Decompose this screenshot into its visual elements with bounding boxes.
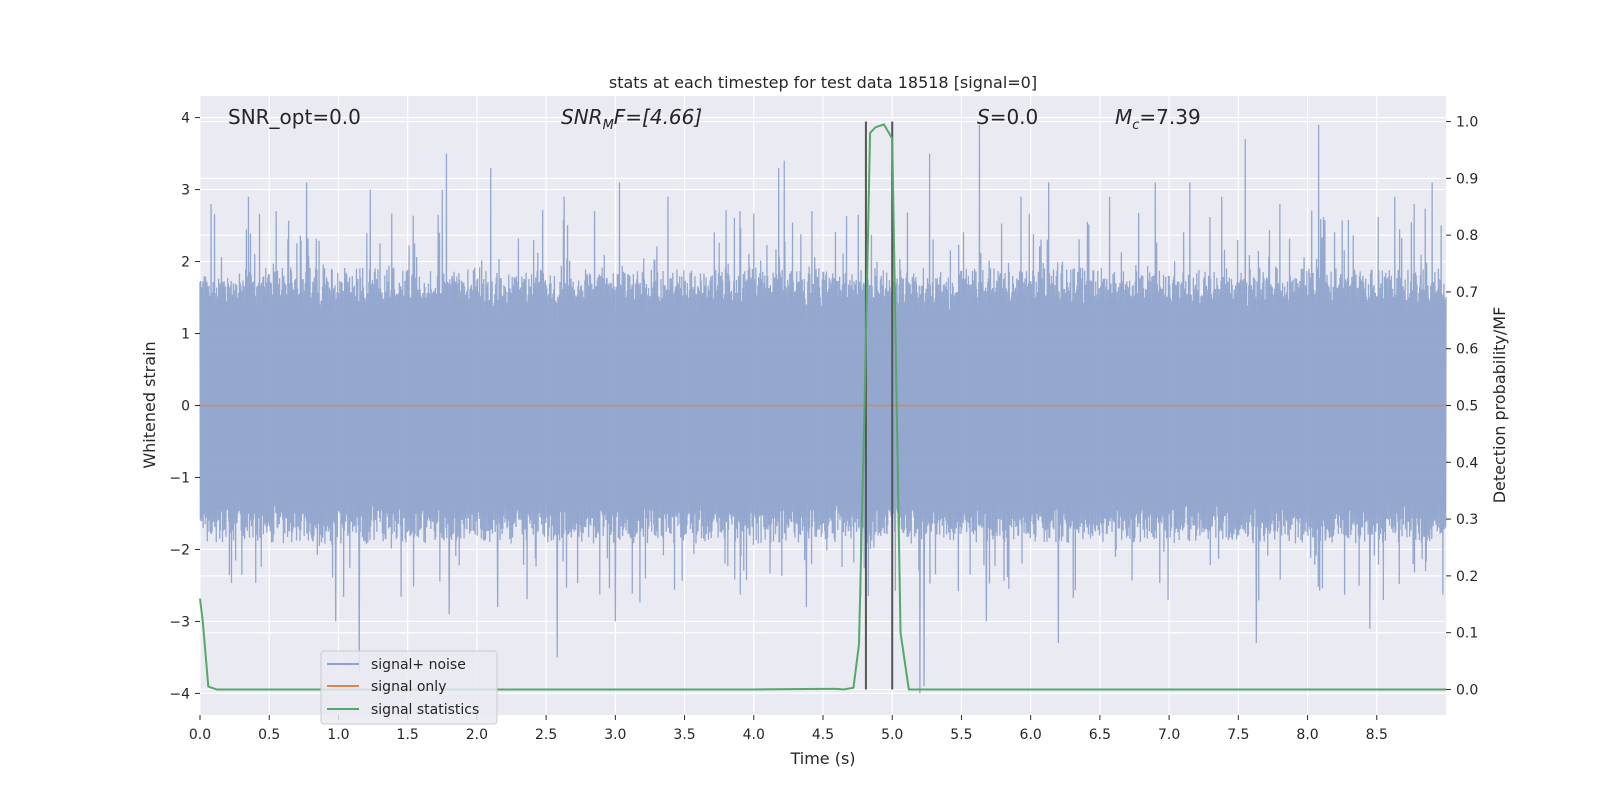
annotation-snr-mf-f: F=[4.66] — [614, 105, 702, 129]
annotation-s-main: S — [977, 105, 990, 129]
x-tick-label-7: 3.5 — [673, 727, 695, 743]
x-tick-label-13: 6.5 — [1089, 727, 1111, 743]
y2-tick-label-2: 0.2 — [1456, 569, 1478, 585]
y-tick-label-3: −1 — [169, 470, 190, 486]
series-signal-noise-line — [199, 124, 1447, 694]
y2-axis-label: Detection probability/MF — [1490, 307, 1509, 504]
legend-box — [320, 650, 498, 725]
y-tick-label-7: 3 — [181, 183, 190, 199]
y-tick-label-0: −4 — [169, 686, 190, 702]
x-tick-label-5: 2.5 — [535, 727, 557, 743]
y2-tick-label-10: 1.0 — [1456, 115, 1478, 131]
annotation-mc-value: =7.39 — [1139, 105, 1200, 129]
legend: signal+ noise signal only signal statist… — [320, 650, 498, 725]
y2-tick-label-1: 0.1 — [1456, 626, 1478, 642]
x-tick-label-8: 4.0 — [743, 727, 765, 743]
x-tick-label-14: 7.0 — [1158, 727, 1180, 743]
chart-title: stats at each timestep for test data 185… — [609, 73, 1037, 92]
annotation-snr-opt: SNR_opt=0.0 — [228, 105, 361, 129]
y-axis-ticks: −4 −3 −2 −1 0 1 2 3 4 — [169, 111, 200, 702]
annotation-mc-main: M — [1115, 105, 1132, 129]
annotation-snr-mf-sub: M — [603, 118, 614, 133]
x-tick-label-16: 8.0 — [1296, 727, 1318, 743]
y2-tick-label-7: 0.7 — [1456, 285, 1478, 301]
y-tick-label-4: 0 — [181, 399, 190, 415]
y2-axis-ticks: 0.0 0.1 0.2 0.3 0.4 0.5 0.6 0.7 0.8 0.9 1.0 — [1446, 115, 1478, 698]
x-tick-label-3: 1.5 — [397, 727, 419, 743]
y2-tick-label-9: 0.9 — [1456, 171, 1478, 187]
y-tick-label-2: −2 — [169, 542, 190, 558]
legend-label-signal-noise: signal+ noise — [371, 657, 466, 673]
y2-tick-label-3: 0.3 — [1456, 512, 1478, 528]
x-tick-label-1: 0.5 — [258, 727, 280, 743]
x-tick-label-17: 8.5 — [1366, 727, 1388, 743]
y-tick-label-1: −3 — [169, 614, 190, 630]
y-tick-label-6: 2 — [181, 255, 190, 271]
y2-tick-label-4: 0.4 — [1456, 455, 1478, 471]
x-tick-label-15: 7.5 — [1227, 727, 1249, 743]
annotation-s: S=0.0 — [977, 105, 1038, 129]
annotation-s-value: =0.0 — [990, 105, 1039, 129]
y-tick-label-8: 4 — [181, 111, 190, 127]
x-tick-label-12: 6.0 — [1020, 727, 1042, 743]
x-axis-label: Time (s) — [789, 749, 855, 768]
annotation-snr-mf-main: SNR — [561, 105, 603, 129]
x-tick-label-11: 5.5 — [950, 727, 972, 743]
x-tick-label-4: 2.0 — [466, 727, 488, 743]
y-tick-label-5: 1 — [181, 327, 190, 343]
annotation-mc-sub: c — [1132, 118, 1139, 133]
y-axis-label: Whitened strain — [140, 341, 159, 468]
x-axis-ticks: 0.0 0.5 1.0 1.5 2.0 2.5 3.0 3.5 4.0 4.5 5.0 5.5 6.0 6… — [189, 715, 1388, 743]
legend-label-signal-statistics: signal statistics — [371, 702, 479, 718]
y2-tick-label-6: 0.6 — [1456, 342, 1478, 358]
x-tick-label-0: 0.0 — [189, 727, 211, 743]
x-tick-label-6: 3.0 — [604, 727, 626, 743]
y2-tick-label-8: 0.8 — [1456, 228, 1478, 244]
y2-tick-label-0: 0.0 — [1456, 682, 1478, 698]
y2-tick-label-5: 0.5 — [1456, 399, 1478, 415]
legend-label-signal-only: signal only — [371, 679, 446, 695]
x-tick-label-2: 1.0 — [327, 727, 349, 743]
x-tick-label-9: 4.5 — [812, 727, 834, 743]
x-tick-label-10: 5.0 — [881, 727, 903, 743]
annotation-snr-mf: SNRMF=[4.66] — [561, 105, 702, 133]
annotation-mc: Mc=7.39 — [1115, 105, 1201, 133]
